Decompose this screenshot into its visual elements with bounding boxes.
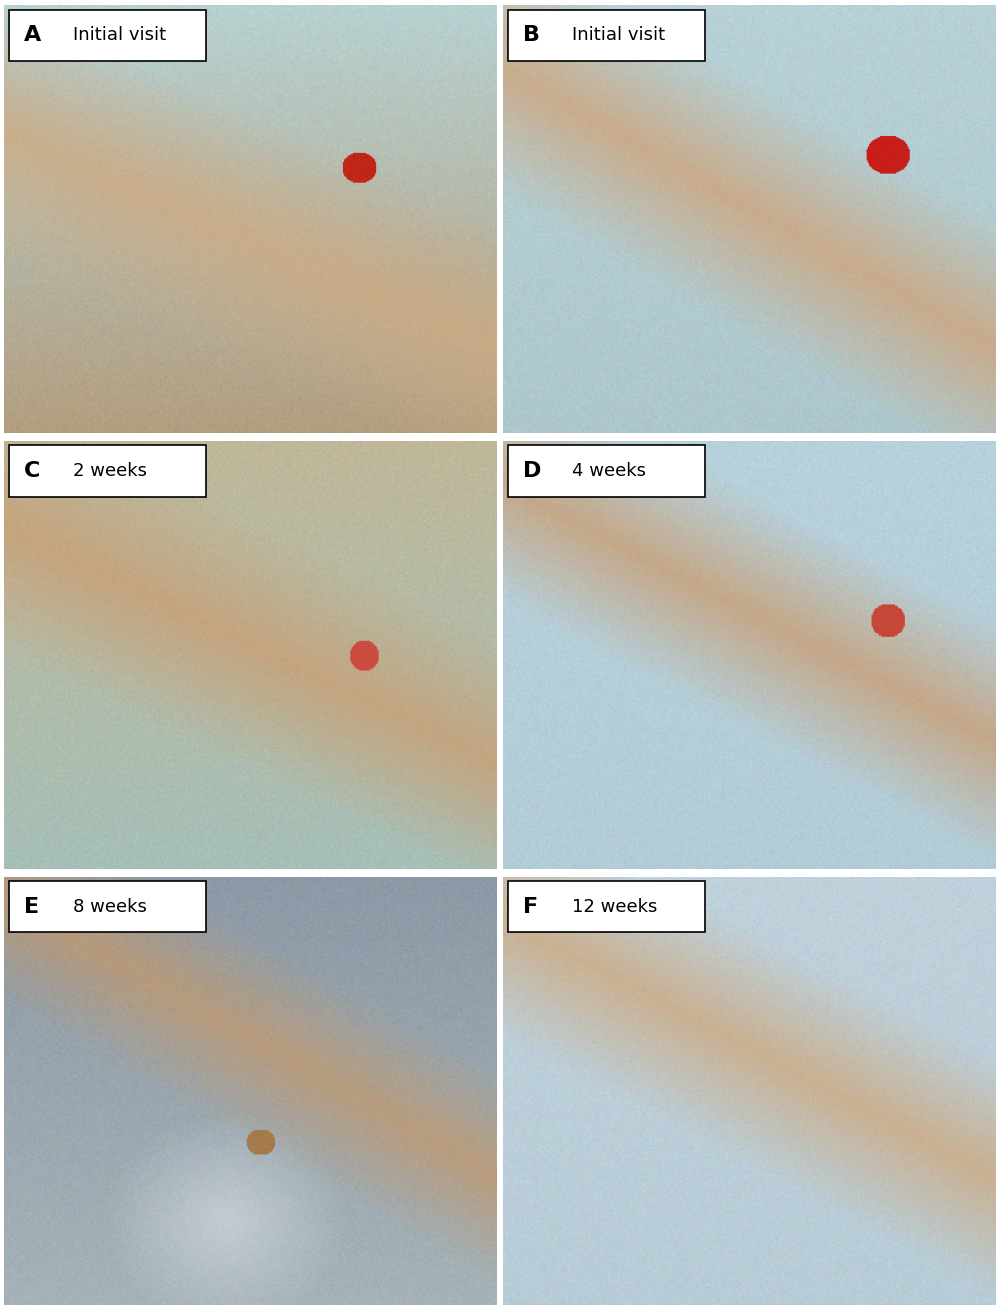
FancyBboxPatch shape xyxy=(9,882,206,933)
Text: B: B xyxy=(523,25,540,46)
Text: A: A xyxy=(24,25,41,46)
Text: F: F xyxy=(523,897,538,917)
FancyBboxPatch shape xyxy=(508,445,705,496)
Text: D: D xyxy=(523,461,541,481)
Text: C: C xyxy=(24,461,40,481)
Text: 4 weeks: 4 weeks xyxy=(572,462,646,479)
FancyBboxPatch shape xyxy=(508,9,705,60)
Text: 8 weeks: 8 weeks xyxy=(73,897,147,916)
FancyBboxPatch shape xyxy=(9,9,206,60)
Text: Initial visit: Initial visit xyxy=(73,26,166,45)
Text: 2 weeks: 2 weeks xyxy=(73,462,147,479)
FancyBboxPatch shape xyxy=(508,882,705,933)
FancyBboxPatch shape xyxy=(9,445,206,496)
Text: 12 weeks: 12 weeks xyxy=(572,897,657,916)
Text: E: E xyxy=(24,897,39,917)
Text: Initial visit: Initial visit xyxy=(572,26,665,45)
